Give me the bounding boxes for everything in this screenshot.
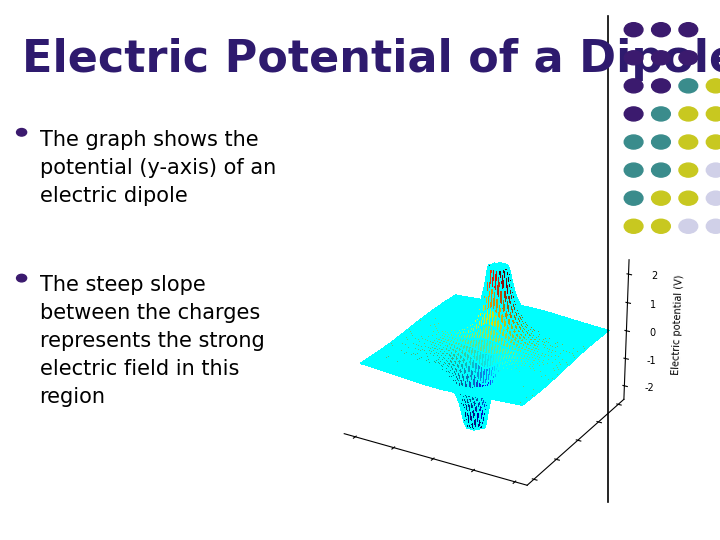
Text: The graph shows the
potential (y-axis) of an
electric dipole: The graph shows the potential (y-axis) o…	[40, 130, 276, 206]
Text: The steep slope
between the charges
represents the strong
electric field in this: The steep slope between the charges repr…	[40, 275, 264, 407]
Text: Electric Potential of a Dipole: Electric Potential of a Dipole	[22, 38, 720, 81]
